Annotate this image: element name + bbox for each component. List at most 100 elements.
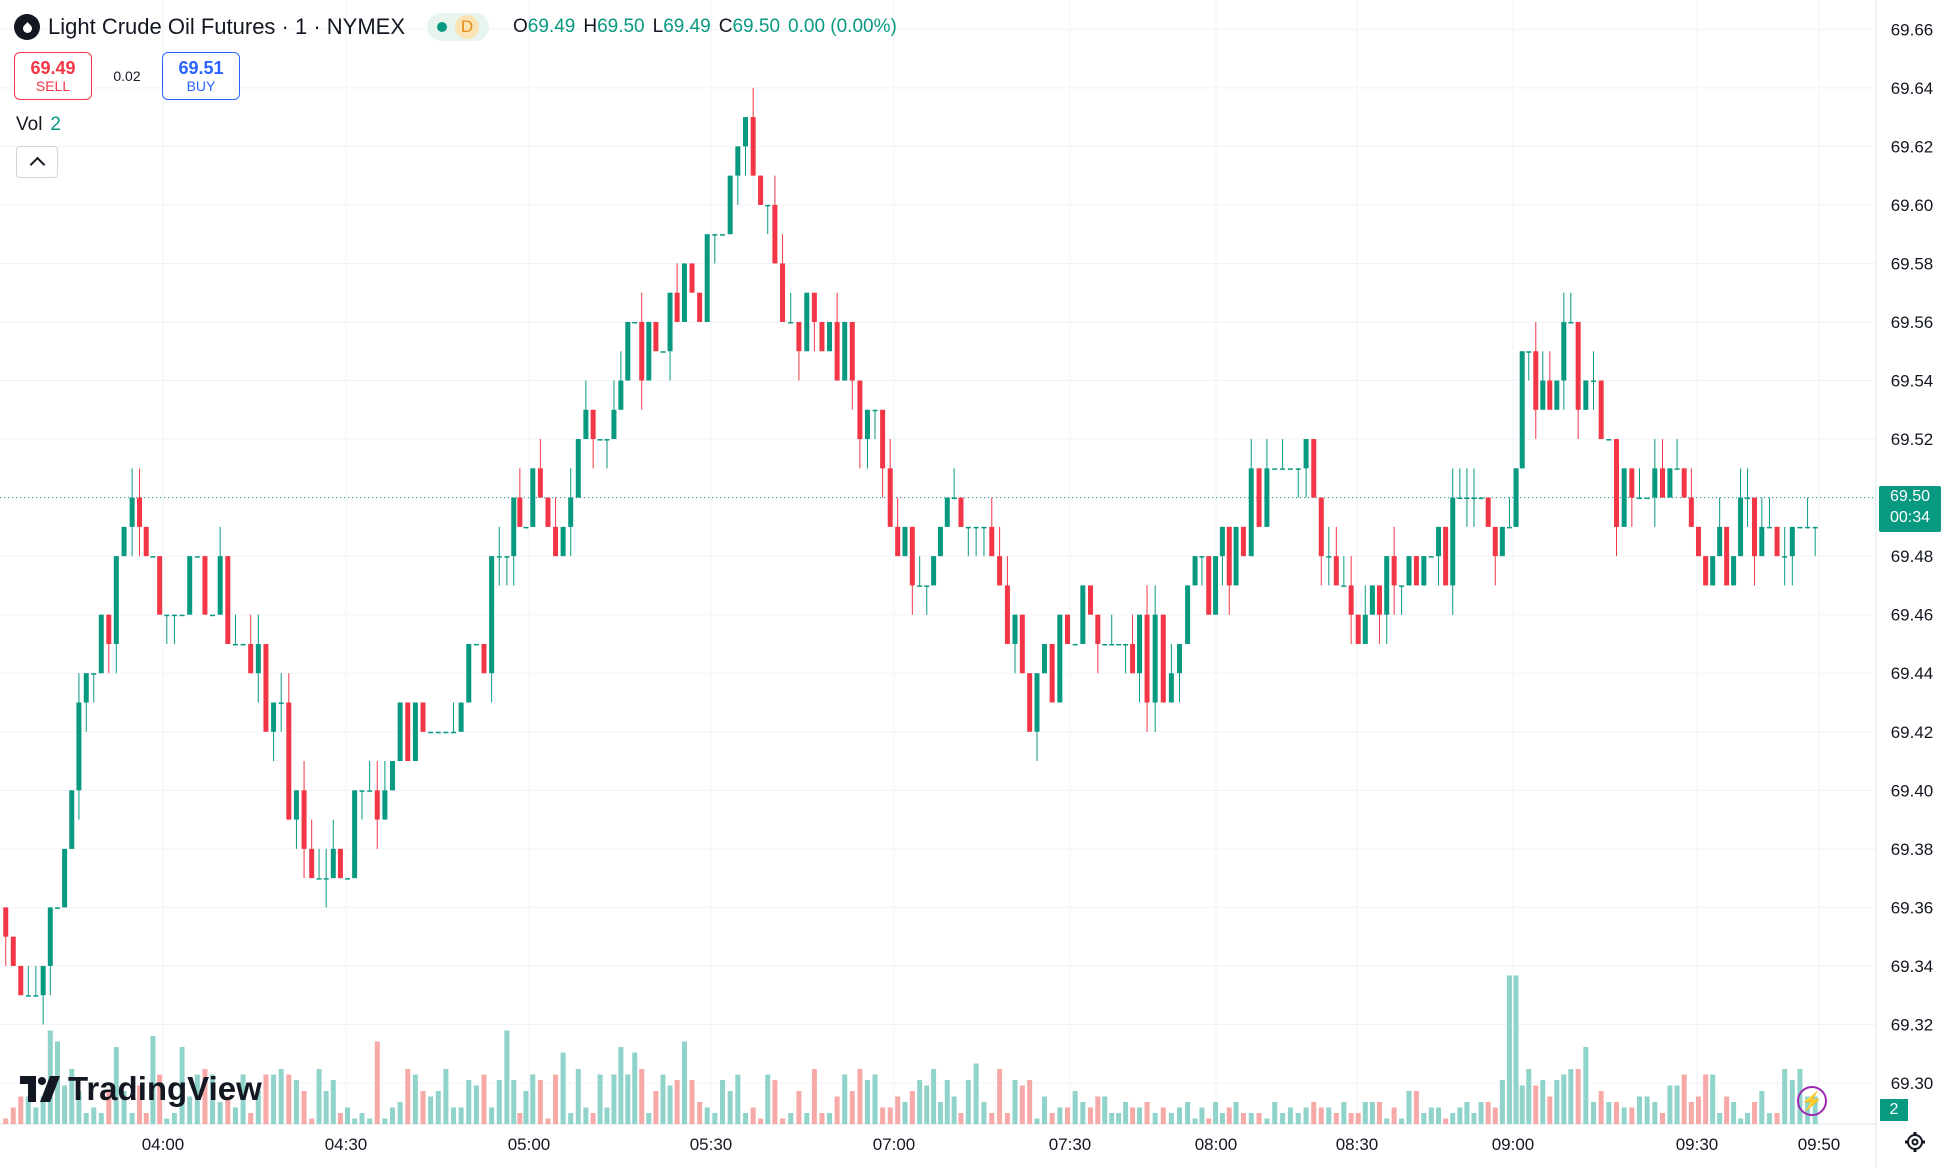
- price-tick-label: 69.56: [1891, 313, 1934, 332]
- volume-bar: [1621, 1107, 1627, 1124]
- candle-body: [113, 556, 119, 644]
- candle-body: [653, 321, 659, 352]
- candle-body: [750, 117, 756, 176]
- candle-body: [1812, 526, 1818, 529]
- candle-body: [1637, 497, 1642, 500]
- candle-body: [1192, 556, 1198, 586]
- candle-body: [842, 321, 848, 381]
- volume-bar: [909, 1091, 915, 1124]
- volume-label: Vol: [16, 114, 43, 135]
- volume-bar: [1376, 1102, 1382, 1124]
- candle-body: [667, 292, 673, 352]
- candle-body: [517, 497, 523, 527]
- volume-bar: [689, 1080, 695, 1124]
- volume-bar: [1703, 1074, 1709, 1124]
- candle-body: [382, 790, 388, 820]
- price-tick-label: 69.42: [1891, 723, 1934, 742]
- candle-body: [1355, 614, 1361, 644]
- candle-body: [523, 526, 529, 529]
- candle-body: [1012, 614, 1018, 644]
- high-label: H: [583, 16, 598, 37]
- candle-body: [981, 526, 987, 529]
- candle-body: [834, 321, 840, 381]
- candle-body: [76, 702, 82, 791]
- volume-bar: [712, 1113, 718, 1124]
- volume-bar: [973, 1063, 979, 1124]
- time-tick-label: 08:30: [1336, 1135, 1379, 1154]
- candle-body: [187, 556, 193, 615]
- price-tick-label: 69.62: [1891, 137, 1934, 156]
- symbol-title[interactable]: Light Crude Oil Futures · 1 · NYMEX: [48, 14, 406, 39]
- candle-body: [1485, 497, 1491, 527]
- volume-bar: [1766, 1113, 1772, 1124]
- candle-body: [1789, 526, 1795, 557]
- collapse-legend-button[interactable]: [16, 146, 58, 178]
- volume-bar: [91, 1107, 97, 1124]
- volume-bar: [517, 1113, 523, 1124]
- volume-bar: [179, 1047, 185, 1124]
- volume-bar: [523, 1091, 529, 1124]
- volume-bar: [473, 1085, 479, 1124]
- close-value: 69.50: [732, 16, 781, 37]
- candle-body: [225, 556, 231, 644]
- lightning-icon[interactable]: ⚡: [1797, 1086, 1827, 1116]
- candle-body: [872, 409, 878, 412]
- high-value: 69.50: [597, 16, 645, 37]
- time-tick-label: 07:00: [873, 1135, 916, 1154]
- candle-body: [1710, 556, 1716, 586]
- volume-bar: [390, 1107, 396, 1124]
- volume-bar: [511, 1080, 517, 1124]
- candle-body: [568, 497, 574, 527]
- candle-body: [1506, 526, 1512, 529]
- candle-body: [931, 556, 937, 586]
- candle-body: [1042, 643, 1047, 674]
- market-status[interactable]: D: [427, 13, 490, 41]
- buy-button[interactable]: 69.51 BUY: [162, 52, 240, 100]
- candle-body: [1369, 585, 1375, 615]
- volume-bar: [735, 1074, 741, 1124]
- volume-bar: [880, 1107, 886, 1124]
- volume-bar: [1547, 1096, 1553, 1124]
- logo-text: TradingView: [68, 1070, 262, 1107]
- candle-body: [575, 439, 581, 498]
- candle-body: [1095, 614, 1101, 644]
- volume-bar: [796, 1091, 802, 1124]
- volume-bar: [1130, 1107, 1136, 1124]
- volume-bar: [1264, 1118, 1270, 1124]
- price-tick-label: 69.64: [1891, 79, 1934, 98]
- volume-bar: [405, 1069, 411, 1124]
- volume-bar: [1362, 1102, 1368, 1124]
- gear-icon[interactable]: [1904, 1131, 1926, 1153]
- candle-body: [1152, 614, 1158, 703]
- price-tick-label: 69.48: [1891, 547, 1934, 566]
- volume-bar: [382, 1118, 388, 1124]
- price-tick-label: 69.60: [1891, 196, 1934, 215]
- open-label: O: [513, 16, 528, 37]
- buy-label: BUY: [186, 78, 216, 94]
- volume-bar: [1561, 1074, 1567, 1124]
- time-tick-label: 05:30: [690, 1135, 733, 1154]
- sell-button[interactable]: 69.49 SELL: [14, 52, 92, 100]
- candle-body: [40, 965, 46, 996]
- volume-bar: [33, 1107, 39, 1124]
- candle-body: [880, 409, 886, 469]
- candle-body: [1667, 468, 1673, 498]
- tradingview-logo[interactable]: TradingView: [20, 1070, 262, 1108]
- candle-body: [537, 468, 543, 498]
- candle-body: [1464, 497, 1470, 500]
- candle-body: [1644, 497, 1650, 500]
- candle-body: [958, 497, 964, 527]
- volume-bar: [1583, 1047, 1589, 1124]
- candle-body: [504, 556, 510, 558]
- volume-bar: [1421, 1113, 1427, 1124]
- volume-bar: [330, 1080, 336, 1124]
- volume-legend[interactable]: Vol 2: [16, 114, 61, 136]
- candle-body: [240, 643, 246, 646]
- candle-body: [1436, 526, 1442, 557]
- candle-body: [1080, 585, 1086, 644]
- candle-body: [1703, 556, 1709, 586]
- volume-bar: [1233, 1102, 1239, 1124]
- volume-bar: [1177, 1107, 1182, 1124]
- candle-body: [496, 556, 502, 558]
